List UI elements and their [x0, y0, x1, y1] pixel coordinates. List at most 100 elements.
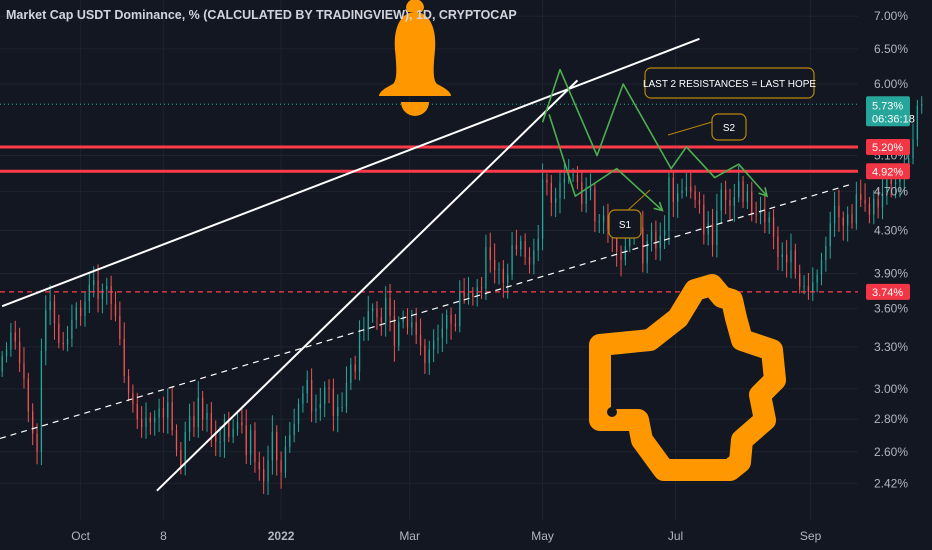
candle-body	[267, 460, 269, 482]
candle-body	[825, 246, 827, 261]
candle-body	[642, 227, 644, 264]
candle-body	[515, 245, 518, 250]
candle-body	[459, 291, 461, 327]
candle-body	[363, 329, 365, 332]
candle-body	[467, 293, 470, 297]
candle-body	[764, 210, 766, 223]
candle-body	[480, 287, 483, 289]
candle-body	[860, 194, 862, 200]
candle-body	[472, 293, 474, 297]
candle-body	[62, 342, 64, 345]
candle-body	[101, 289, 104, 300]
y-tick-label: 2.80%	[874, 412, 908, 426]
candle-body	[629, 237, 631, 247]
candle-body	[23, 363, 25, 379]
candle-body	[772, 217, 775, 237]
candle-body	[733, 197, 735, 206]
candle-body	[315, 408, 317, 412]
candle-body	[5, 349, 8, 357]
candle-body	[306, 380, 308, 394]
candle-body	[88, 284, 90, 302]
forecast-path	[541, 68, 768, 197]
price-tag-label: 5.20%	[872, 142, 903, 154]
candle-body	[681, 190, 683, 194]
candle-body	[698, 199, 701, 205]
candle-body	[559, 183, 561, 199]
x-tick-label: Jul	[668, 529, 683, 543]
candle-body	[441, 328, 443, 338]
y-tick-label: 6.50%	[874, 42, 908, 56]
s2-label: S2	[723, 123, 736, 134]
candle-body	[755, 213, 757, 215]
forecast-arrowhead	[758, 187, 769, 198]
candle-body	[206, 412, 208, 420]
forecast-paths	[541, 68, 769, 212]
annotations: LAST 2 RESISTANCES = LAST HOPE S2 S1	[608, 67, 816, 239]
candle-body	[624, 246, 627, 261]
candle-body	[794, 250, 796, 274]
candle-body	[890, 178, 892, 184]
note-s2[interactable]: S2	[667, 113, 747, 141]
candle-body	[585, 190, 587, 204]
candle-body	[328, 387, 330, 389]
time-axis[interactable]: Oct 8 2022 Mar May Jul Sep	[71, 529, 821, 543]
candle-body	[354, 364, 356, 372]
candle-body	[249, 430, 252, 456]
forecast-path	[548, 114, 663, 212]
candle-body	[284, 446, 287, 473]
candle-body	[842, 217, 844, 226]
candle-body	[746, 191, 749, 202]
candle-body	[406, 318, 409, 328]
candle-body	[816, 274, 818, 283]
candle-body	[546, 179, 548, 184]
candle-body	[663, 230, 666, 236]
candle-body	[829, 223, 831, 247]
chart-title: Market Cap USDT Dominance, % (CALCULATED…	[6, 8, 517, 22]
candle-body	[602, 215, 605, 222]
candle-body	[576, 174, 579, 183]
candle-body	[537, 238, 539, 251]
candle-body	[489, 247, 491, 261]
candle-body	[337, 406, 339, 417]
candle-body	[154, 417, 156, 423]
candle-body	[886, 178, 888, 193]
candle-body	[454, 323, 457, 327]
candle-body	[912, 139, 914, 159]
candle-body	[677, 193, 679, 202]
candle-body	[167, 402, 169, 418]
candle-body	[371, 308, 374, 312]
candle-body	[616, 237, 618, 252]
candle-body	[389, 297, 391, 317]
y-tick-label: 3.90%	[874, 266, 908, 280]
candle-body	[450, 314, 452, 324]
candle-body	[332, 388, 335, 417]
callout-last-hope[interactable]: LAST 2 RESISTANCES = LAST HOPE	[643, 67, 816, 99]
candle-body	[838, 205, 840, 218]
candle-body	[254, 430, 256, 463]
candle-body	[14, 332, 16, 342]
candle-body	[685, 186, 688, 191]
price-axis[interactable]: 7.00%6.50%6.00%5.10%4.70%4.30%3.90%3.60%…	[874, 9, 908, 490]
candle-body	[1, 356, 3, 372]
current-price-label: 5.73%	[872, 100, 903, 112]
candle-body	[49, 301, 51, 310]
candle-body	[302, 393, 304, 404]
candle-body	[785, 254, 788, 263]
candle-body	[833, 205, 836, 224]
candle-body	[594, 188, 596, 222]
candle-body	[297, 403, 300, 424]
candle-body	[690, 186, 692, 192]
candle-body	[864, 199, 866, 204]
y-tick-label: 3.60%	[874, 302, 908, 316]
price-tag	[866, 138, 910, 155]
candle-body	[132, 393, 134, 404]
candle-body	[245, 425, 247, 456]
candle-body	[607, 215, 609, 230]
candle-body	[493, 260, 496, 271]
note-s1[interactable]: S1	[608, 189, 651, 239]
candle-body	[293, 423, 295, 436]
candle-body	[258, 462, 260, 470]
candle-body	[324, 387, 326, 404]
y-tick-label: 7.00%	[874, 9, 908, 23]
